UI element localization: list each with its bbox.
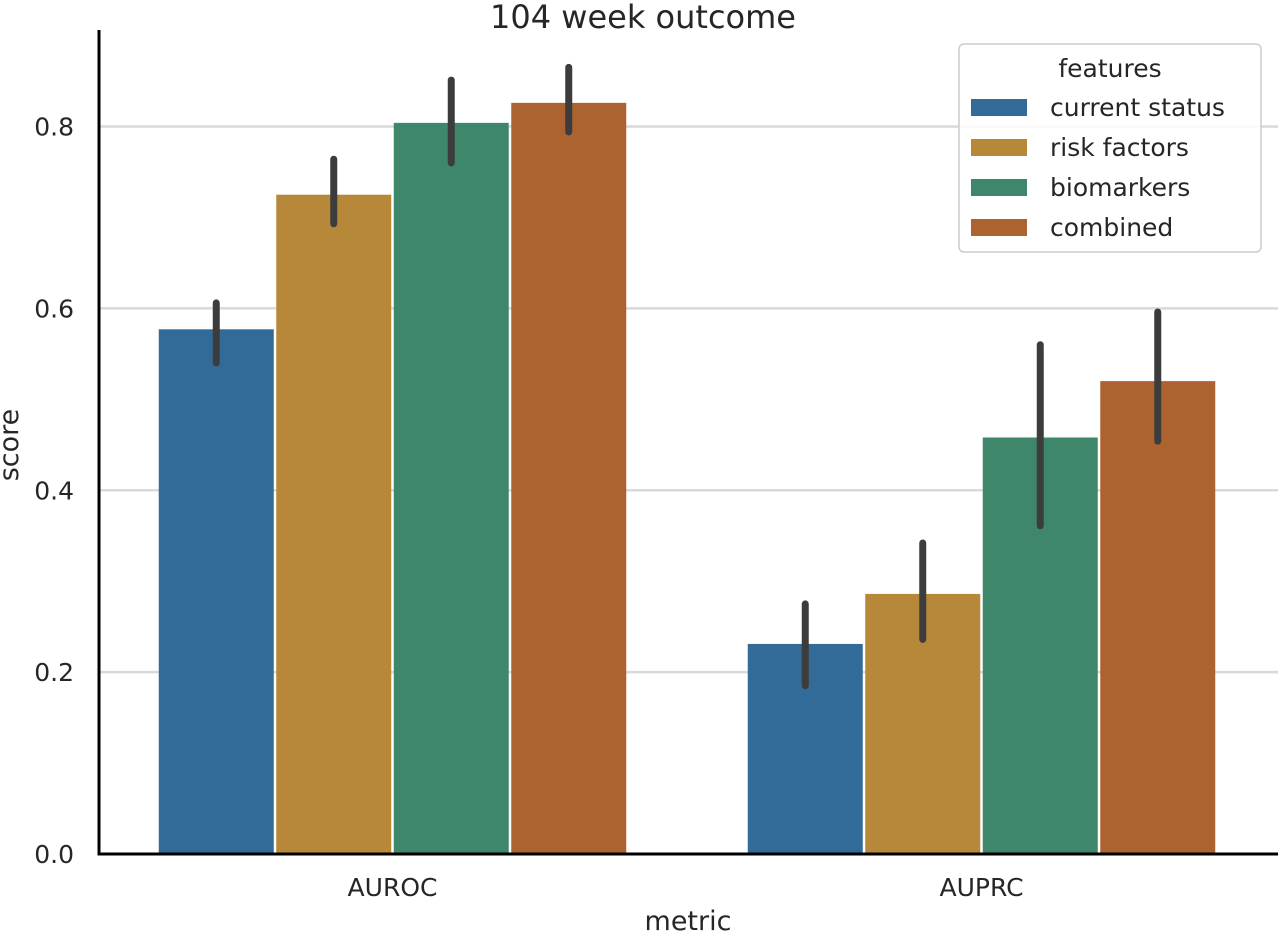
bar <box>158 329 274 854</box>
x-axis-title: metric <box>645 906 732 935</box>
legend: features current status risk factors bioma… <box>958 43 1262 253</box>
axes <box>97 30 1278 856</box>
legend-items: current status risk factors biomarkers comb… <box>971 93 1225 242</box>
legend-swatch <box>971 99 1027 116</box>
legend-swatch <box>971 179 1027 196</box>
bars <box>158 102 1216 855</box>
legend-label: combined <box>1050 213 1173 242</box>
bar <box>511 102 627 854</box>
legend-title: features <box>1058 54 1161 83</box>
error-bars <box>212 63 1162 690</box>
y-tick-label: 0.6 <box>34 294 74 323</box>
legend-label: current status <box>1050 93 1225 122</box>
x-tick-label: AUROC <box>348 873 438 902</box>
legend-label: risk factors <box>1050 133 1189 162</box>
bar <box>276 194 392 854</box>
y-tick-labels: 0.0 0.2 0.4 0.6 0.8 <box>34 113 74 870</box>
x-tick-label: AUPRC <box>939 873 1023 902</box>
y-tick-label: 0.0 <box>34 840 74 869</box>
bar <box>393 122 509 855</box>
y-tick-label: 0.8 <box>34 113 74 142</box>
x-tick-labels: AUROC AUPRC <box>348 873 1024 902</box>
bar <box>1100 381 1216 854</box>
chart-title: 104 week outcome <box>490 0 796 36</box>
legend-label: biomarkers <box>1050 173 1190 202</box>
y-tick-label: 0.2 <box>34 658 74 687</box>
legend-swatch <box>971 139 1027 156</box>
y-axis-title: score <box>0 409 25 482</box>
legend-frame <box>958 43 1262 253</box>
y-tick-label: 0.4 <box>34 476 74 505</box>
legend-swatch <box>971 219 1027 236</box>
